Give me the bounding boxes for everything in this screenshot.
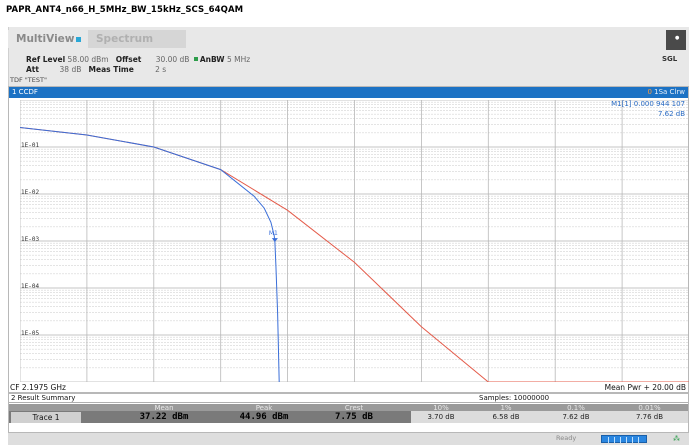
- crest-value: 7.75 dB: [335, 412, 373, 422]
- y-tick-label: 1E-05: [21, 330, 40, 337]
- offset-value: 30.00 dB: [155, 55, 190, 64]
- summary-header-row: Mean Peak Crest 10% 1% 0.1% 0.01%: [9, 404, 688, 412]
- network-icon: ⁂: [673, 435, 680, 443]
- status-text: Ready: [556, 434, 577, 442]
- center-frequency: CF 2.1975 GHz: [10, 383, 66, 392]
- column-header: Mean: [154, 404, 174, 412]
- toolbar-menu-button[interactable]: ●: [666, 30, 686, 50]
- column-header: 1%: [500, 404, 512, 412]
- gaussian-reference-trace: [20, 127, 280, 382]
- status-bar: Ready ⁂: [8, 433, 689, 445]
- tdf-label: TDF "TEST": [10, 76, 47, 84]
- trace-mode-index: 0: [647, 88, 652, 96]
- ccdf-plot-area[interactable]: M1: [20, 100, 689, 382]
- progress-bar: [601, 435, 647, 443]
- pct-001-value: 7.76 dB: [635, 413, 664, 421]
- y-tick-label: 1E-04: [21, 283, 40, 290]
- y-tick-label: 1E-03: [21, 236, 40, 243]
- trace-mode-text: 1Sa Clrw: [654, 88, 685, 96]
- marker-m1-label: M1: [269, 230, 278, 237]
- pct-1-value: 6.58 dB: [492, 413, 520, 421]
- document-title: PAPR_ANT4_n66_H_5MHz_BW_15kHz_SCS_64QAM: [6, 5, 244, 15]
- column-header: 0.1%: [567, 404, 585, 412]
- pct-10-value: 3.70 dB: [427, 413, 455, 421]
- marker-label: M1[1]: [611, 100, 632, 108]
- trace-mode: 0 1Sa Clrw: [647, 87, 685, 98]
- pct-01-value: 7.62 dB: [562, 413, 590, 421]
- anbw-value: 5 MHz: [226, 55, 251, 64]
- sweep-mode-indicator: SGL: [662, 55, 678, 63]
- anbw-status-icon: [193, 57, 198, 61]
- result-summary-title: 2 Result Summary: [9, 394, 688, 403]
- ref-level-value: 58.00 dBm: [67, 55, 109, 64]
- settings-line-2: Att 38 dB Meas Time 2 s: [26, 65, 166, 74]
- table-row: 37.22 dBm 44.96 dBm 7.75 dB 3.70 dB 6.58…: [9, 411, 688, 423]
- trace-label: Trace 1: [11, 412, 81, 423]
- tab-multiview-label: MultiView: [16, 33, 75, 45]
- anbw-label: AnBW: [199, 55, 225, 64]
- dot-icon: ●: [675, 35, 680, 41]
- ccdf-chart-svg: M1: [20, 100, 689, 382]
- ccdf-diagram[interactable]: 1 CCDF 0 1Sa Clrw: [8, 86, 689, 393]
- marker-m1-icon: [271, 238, 278, 243]
- meas-time-value: 2 s: [155, 65, 167, 74]
- tab-spectrum[interactable]: Spectrum: [88, 30, 186, 48]
- meas-time-label: Meas Time: [88, 65, 134, 74]
- y-tick-label: 1E-02: [21, 189, 40, 196]
- mean-power-reference: Mean Pwr + 20.00 dB: [604, 383, 686, 392]
- column-header: 10%: [433, 404, 449, 412]
- marker-level: 7.62 dB: [657, 110, 685, 118]
- column-header: Peak: [255, 404, 273, 412]
- peak-value: 44.96 dBm: [239, 412, 289, 422]
- diagram-header: 1 CCDF 0 1Sa Clrw: [9, 87, 688, 98]
- settings-line-1: Ref Level 58.00 dBm Offset 30.00 dB AnBW…: [26, 55, 250, 64]
- y-tick-label: 1E-01: [21, 142, 40, 149]
- active-tab-indicator-icon: [76, 37, 81, 42]
- mean-value: 37.22 dBm: [139, 412, 189, 422]
- att-label: Att: [26, 65, 39, 74]
- tab-multiview[interactable]: MultiView: [8, 30, 86, 48]
- ref-level-label: Ref Level: [26, 55, 66, 64]
- column-header: 0.01%: [638, 404, 661, 412]
- offset-label: Offset: [115, 55, 142, 64]
- samples-count: Samples: 10000000: [479, 394, 550, 402]
- result-summary-panel[interactable]: 2 Result Summary Samples: 10000000 Mean …: [8, 393, 689, 433]
- tab-spectrum-label: Spectrum: [96, 33, 154, 45]
- diagram-name: 1 CCDF: [12, 88, 38, 96]
- att-value: 38 dB: [59, 65, 82, 74]
- diagram-footer: CF 2.1975 GHz Mean Pwr + 20.00 dB: [8, 383, 689, 393]
- percentile-cells-background: [411, 411, 688, 423]
- marker-value: 0.000 944 107: [633, 100, 685, 108]
- column-header: Crest: [344, 404, 364, 412]
- marker-readout: M1[1] 0.000 944 107: [611, 100, 685, 108]
